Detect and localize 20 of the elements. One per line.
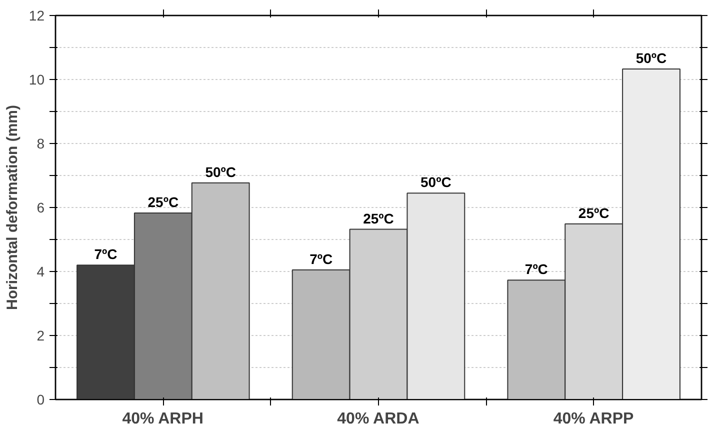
- y-tick-label: 12: [28, 8, 45, 24]
- text: 7ºC: [524, 261, 548, 278]
- y-axis-title: Horizontal deformation (mm): [4, 104, 21, 310]
- x-tick-label: 40% ARDA: [337, 410, 420, 428]
- series-label: 25ºC: [148, 194, 179, 210]
- series-label: 50ºC: [205, 164, 236, 180]
- x-tick-label: 40% ARPH: [122, 410, 204, 428]
- text: 7ºC: [310, 250, 333, 267]
- y-tick-label: 0: [36, 392, 45, 408]
- text: 50ºC: [636, 50, 667, 66]
- text: 25ºC: [363, 210, 394, 226]
- text: 50ºC: [420, 174, 452, 190]
- y-tick-label: 2: [36, 328, 45, 344]
- x-tick-label: 40% ARPP: [553, 410, 634, 428]
- y-tick-label: 6: [36, 200, 45, 216]
- text: 25ºC: [578, 204, 610, 221]
- y-tick-label: 4: [36, 264, 45, 280]
- y-tick-label: 10: [28, 72, 45, 88]
- series-label: 7ºC: [94, 246, 118, 262]
- y-tick-label: 8: [36, 136, 45, 152]
